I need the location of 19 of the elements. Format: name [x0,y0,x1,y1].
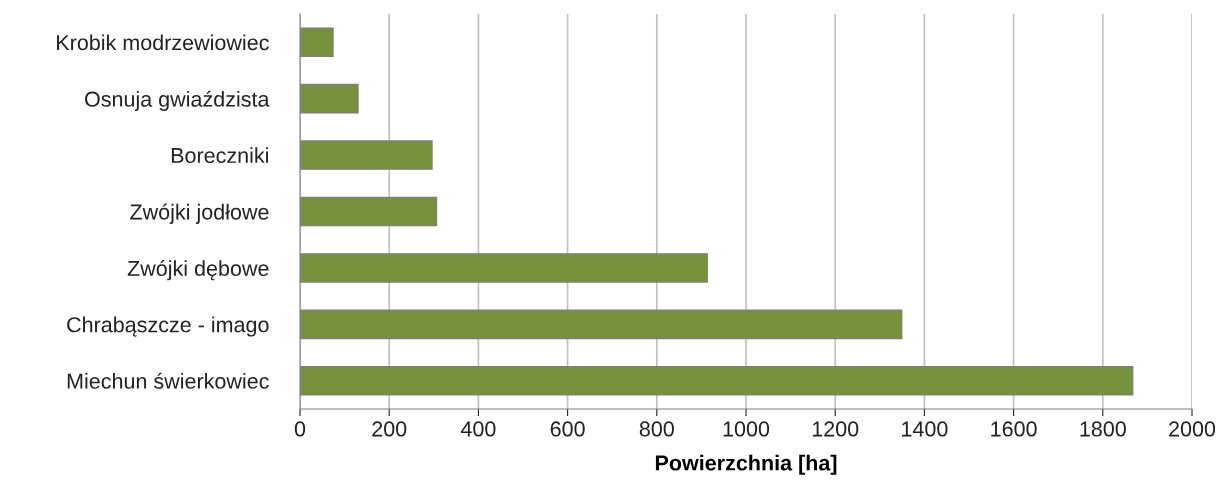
y-tick-label: Krobik modrzewiowiec [57,34,269,51]
x-tick-label: 0 [294,421,306,437]
x-tick-label: 200 [372,421,407,437]
x-tick-label: 1200 [812,421,859,437]
y-tick-label: Boreczniki [171,147,268,164]
x-tick-label: 1800 [1080,421,1126,437]
x-tick-label: 2000 [1169,421,1216,437]
x-tick-label: 400 [460,421,496,437]
x-axis-title: Powierzchnia [ha] [655,454,837,475]
y-tick-label: Zwójki dębowe [127,260,269,281]
x-tick-label: 600 [550,421,585,437]
x-tick-label: 1000 [723,421,770,437]
y-tick-label: Zwójki jodłowe [130,203,269,224]
x-tick-label: 1400 [902,421,948,437]
x-tick-label: 800 [639,421,674,437]
y-tick-label: Miechun świerkowiec [67,372,269,389]
y-tick-label: Chrabąszcze - imago [67,316,269,337]
y-tick-label: Osnuja gwiaździsta [85,90,270,112]
x-tick-label: 1600 [991,421,1037,437]
